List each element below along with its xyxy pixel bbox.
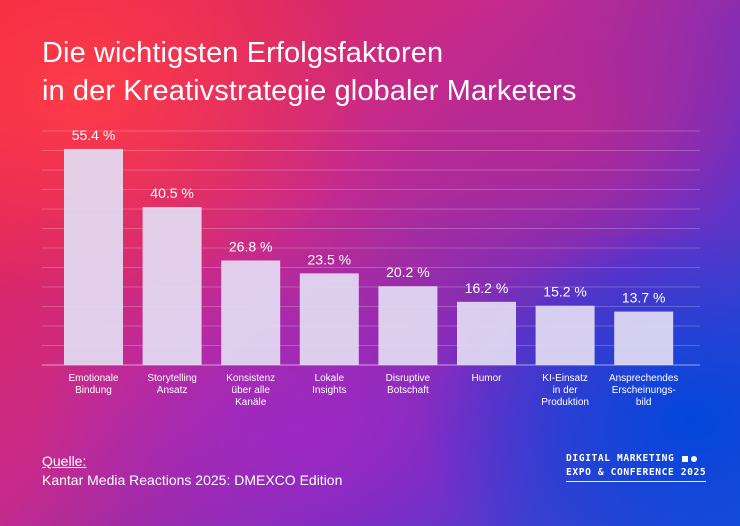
category-label: Disruptive [386,373,431,384]
logo-line-2: EXPO & CONFERENCE 2025 [566,466,706,482]
category-label: Konsistenz [226,373,275,384]
bar [299,273,359,365]
bar [535,305,595,365]
bar [64,148,123,365]
bar [378,286,438,365]
bar [142,207,202,365]
logo-text-1: DIGITAL MARKETING [566,453,675,464]
logo-text-2: EXPO & CONFERENCE 2025 [566,467,707,478]
category-label: Kanäle [235,397,267,408]
logo-line-1: DIGITAL MARKETING [566,452,706,466]
dmexco-logo: DIGITAL MARKETING EXPO & CONFERENCE 2025 [566,452,706,482]
category-label: über alle [232,385,271,396]
category-label: KI-Einsatz [542,373,588,384]
category-label: Erscheinungs- [612,385,676,396]
bar-value-label: 40.5 % [150,185,194,201]
bar-value-label: 23.5 % [308,251,352,267]
bar-value-label: 55.4 % [72,127,116,143]
source-text: Kantar Media Reactions 2025: DMEXCO Edit… [42,472,343,488]
category-label: Storytelling [147,373,196,384]
category-label: in der [553,385,579,396]
bar-value-label: 13.7 % [622,290,666,306]
category-label: Bindung [75,385,112,396]
bar-value-label: 26.8 % [229,238,273,254]
bar [221,260,281,365]
source-note: Quelle: Kantar Media Reactions 2025: DME… [42,452,342,490]
bar [614,311,674,365]
bar-value-label: 20.2 % [386,264,430,280]
bar-value-label: 16.2 % [465,280,509,296]
chart-title-line-1: Die wichtigsten Erfolgsfaktoren [42,37,444,69]
chart-title-line-2: in der Kreativstrategie globaler Markete… [42,75,577,107]
category-label: Produktion [541,397,589,408]
category-label: Ansprechendes [609,373,679,384]
category-label: Ansatz [157,385,188,396]
category-label: bild [636,397,652,408]
bar-value-label: 15.2 % [543,284,587,300]
chart-title: Die wichtigsten Erfolgsfaktoren in der K… [42,34,577,110]
category-label: Botschaft [387,385,429,396]
category-label: Emotionale [68,373,118,384]
category-label: Insights [312,385,346,396]
source-label: Quelle: [42,453,87,469]
category-label: Humor [471,373,502,384]
bar [457,301,516,365]
category-label: Lokale [315,373,345,384]
logo-mark-icon [682,456,698,462]
